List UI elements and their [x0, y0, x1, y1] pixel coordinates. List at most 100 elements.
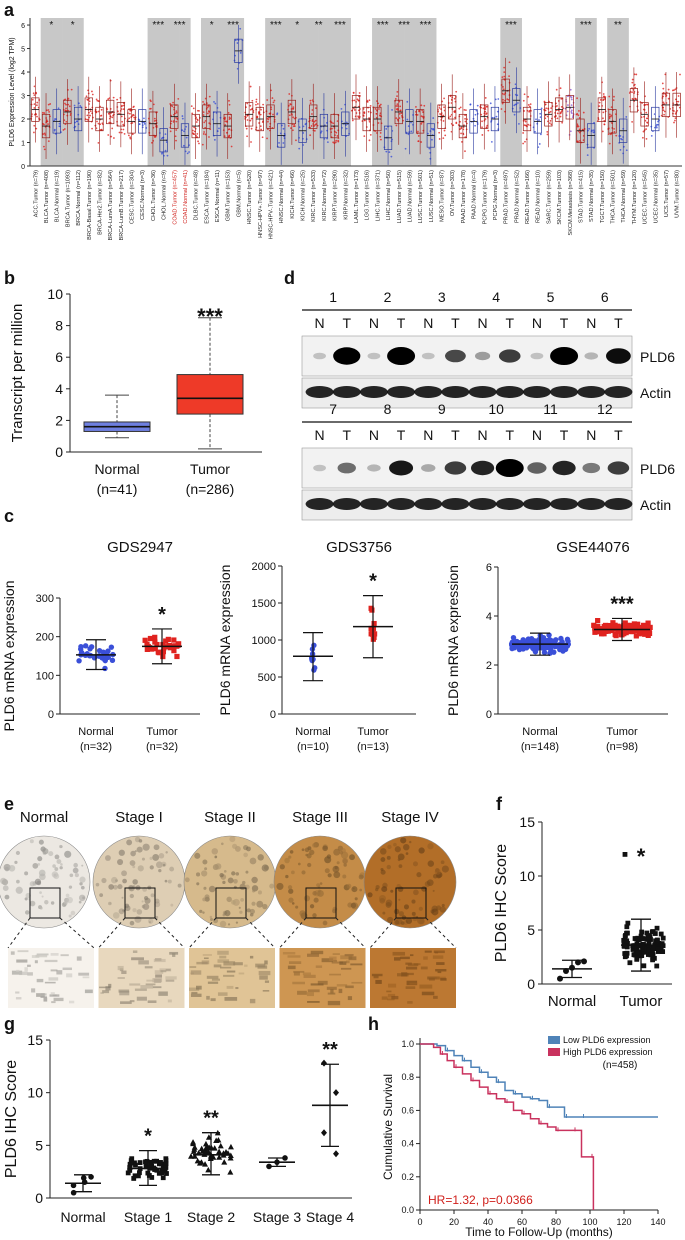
- data-point: [644, 930, 650, 936]
- data-point: [302, 125, 305, 128]
- tissue-texture: [405, 917, 413, 924]
- y-axis-label: Transcript per million: [9, 304, 26, 443]
- data-point: [646, 121, 648, 124]
- zoom-texture: [288, 961, 302, 965]
- tissue-label: N: [478, 427, 488, 443]
- pld6-band: [389, 460, 414, 476]
- tissue-texture: [227, 877, 234, 884]
- tissue-texture: [38, 839, 44, 845]
- data-point: [442, 120, 445, 122]
- data-point: [97, 122, 100, 125]
- data-point: [642, 130, 645, 133]
- tissue-texture: [121, 896, 124, 899]
- data-point: [353, 109, 356, 111]
- data-point: [227, 1152, 234, 1158]
- data-point: [261, 136, 264, 139]
- data-point: [246, 119, 249, 121]
- tissue-texture: [400, 837, 407, 844]
- zoom-texture: [152, 986, 162, 989]
- data-point: [97, 100, 100, 102]
- data-point: [625, 116, 628, 118]
- data-point: [138, 119, 141, 122]
- actin-band: [441, 498, 470, 510]
- zoom-texture: [117, 977, 125, 979]
- tissue-texture: [379, 897, 386, 904]
- data-point: [503, 75, 506, 78]
- data-point: [193, 130, 196, 133]
- zoom-connector: [59, 917, 95, 949]
- data-point: [169, 130, 172, 133]
- y-tick-label: 5: [527, 922, 535, 938]
- data-point: [394, 97, 397, 100]
- category-label: TGCT.Tumor (n=150): [600, 170, 606, 223]
- actin-band: [387, 498, 416, 510]
- pld6-band: [530, 352, 544, 360]
- data-point: [171, 648, 177, 654]
- tissue-texture: [66, 896, 73, 904]
- x-tick-label: Tumor: [357, 726, 389, 738]
- data-point: [260, 128, 263, 131]
- data-point: [202, 1161, 209, 1167]
- tissue-texture: [155, 915, 159, 919]
- data-point: [91, 93, 94, 96]
- tissue-texture: [394, 846, 401, 853]
- data-point: [674, 88, 677, 91]
- tissue-texture: [142, 843, 150, 851]
- zoom-texture: [78, 972, 90, 976]
- significance-band: [617, 18, 629, 166]
- tissue-texture: [194, 852, 201, 859]
- data-point: [227, 112, 230, 114]
- tissue-label: N: [369, 315, 379, 331]
- data-point: [260, 108, 262, 111]
- tissue-texture: [381, 886, 388, 893]
- actin-band: [359, 386, 388, 398]
- y-tick-label: 0.4: [401, 1139, 414, 1149]
- data-point: [556, 105, 558, 107]
- tissue-texture: [24, 897, 28, 901]
- tissue-texture: [15, 850, 20, 856]
- y-tick-label: 4: [55, 381, 63, 397]
- category-label: GBM.Tumor (n=153): [226, 170, 232, 221]
- tissue-texture: [257, 890, 262, 895]
- data-point: [256, 103, 259, 105]
- data-point: [650, 957, 655, 963]
- data-point: [469, 103, 472, 106]
- tissue-texture: [351, 886, 358, 893]
- tissue-texture: [380, 848, 387, 855]
- y-tick-label: 100: [36, 670, 54, 682]
- data-point: [510, 634, 517, 641]
- y-tick-label: 2: [486, 660, 492, 672]
- tissue-texture: [418, 906, 423, 911]
- tissue-texture: [78, 894, 86, 902]
- tissue-texture: [395, 917, 403, 925]
- significance-band: [575, 18, 587, 166]
- y-axis-label: PLD6 mRNA expression: [445, 565, 461, 716]
- category-label: CHOL.Tumor (n=36): [151, 170, 157, 221]
- data-point: [548, 122, 551, 125]
- data-point: [631, 78, 634, 81]
- data-point: [256, 115, 259, 118]
- tissue-label: T: [505, 427, 514, 443]
- tissue-texture: [137, 865, 144, 872]
- data-point: [33, 103, 36, 105]
- data-point: [345, 127, 348, 130]
- data-point: [190, 1148, 197, 1154]
- data-point: [485, 105, 488, 108]
- data-point: [660, 949, 666, 954]
- data-point: [43, 145, 45, 148]
- x-tick-label: Tumor: [606, 726, 638, 738]
- tissue-texture: [398, 911, 405, 917]
- data-point: [218, 127, 220, 130]
- data-point: [144, 646, 150, 652]
- data-point: [443, 129, 446, 132]
- data-point: [63, 128, 66, 130]
- data-point: [120, 128, 123, 131]
- significance-band: [40, 18, 52, 166]
- zoom-texture: [120, 1001, 132, 1004]
- significance-mark: ***: [398, 20, 410, 31]
- tissue-texture: [152, 853, 160, 861]
- data-point: [514, 83, 517, 86]
- data-point: [612, 99, 615, 101]
- data-point: [529, 103, 532, 105]
- data-point: [198, 1145, 205, 1152]
